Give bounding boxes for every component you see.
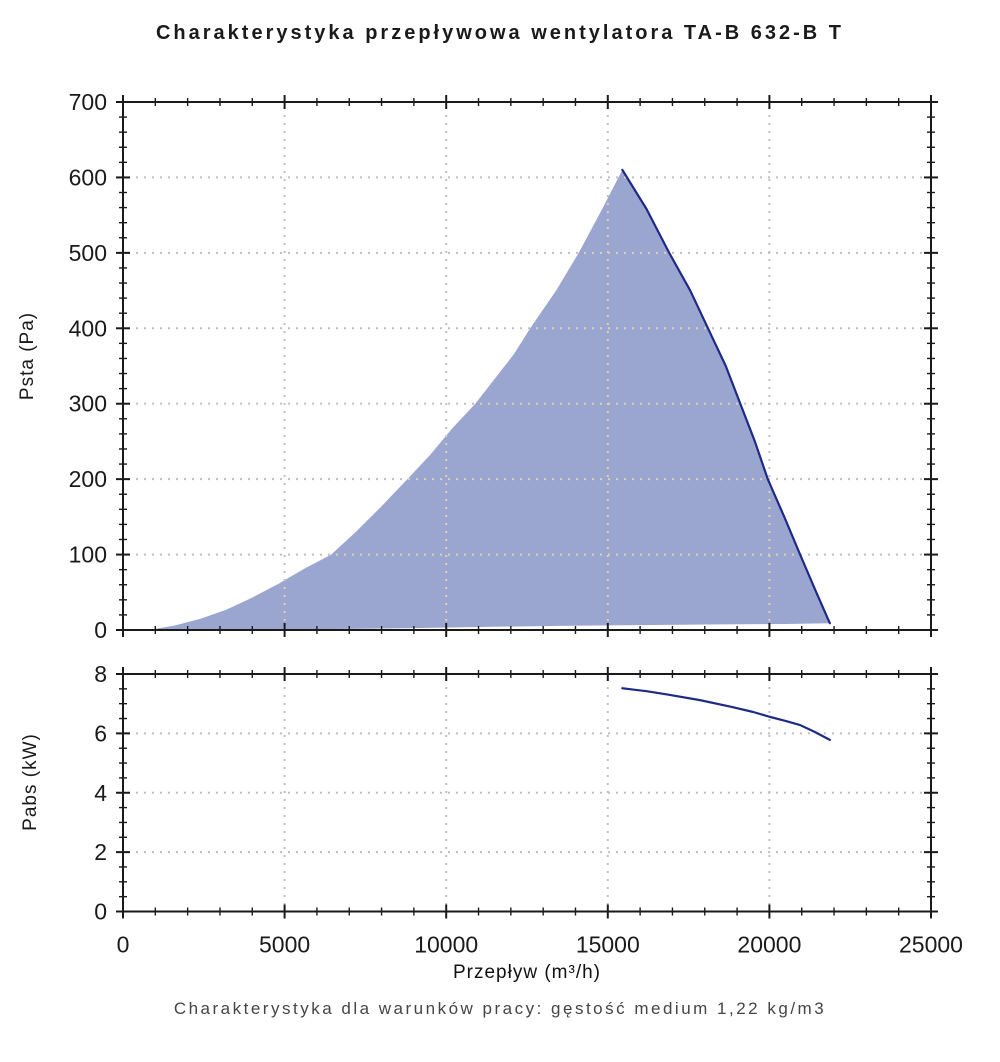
operating-conditions-note: Charakterystyka dla warunków pracy: gęst…	[173, 999, 827, 1018]
x-tick-label: 5000	[259, 932, 310, 958]
y-tick-label: 500	[69, 240, 107, 266]
grid	[123, 102, 931, 630]
y-tick-label: 700	[69, 89, 107, 115]
y-tick-label: 0	[94, 899, 107, 925]
x-tick-label: 10000	[414, 932, 478, 958]
operating-area-envelope	[148, 169, 830, 630]
y-tick-label: 4	[94, 780, 107, 806]
tick-labels: 0 2 4 6 8 0 5000 10000 15000 20000 25000	[94, 661, 963, 958]
y-tick-label: 400	[69, 315, 107, 341]
y-tick-label: 8	[94, 661, 107, 687]
y-tick-label: 100	[69, 542, 107, 568]
y-tick-label: 600	[69, 164, 107, 190]
y-tick-label: 200	[69, 466, 107, 492]
absorbed-power-curve	[621, 687, 831, 742]
grid	[123, 674, 931, 912]
psta-chart: 0 100 200 300 400 500 600 700	[69, 89, 938, 643]
plot-frame	[122, 101, 932, 631]
ticks	[116, 667, 938, 919]
pabs-axis-label: Pabs (kW)	[20, 733, 41, 831]
flow-axis-label: Przepływ (m³/h)	[452, 962, 601, 983]
x-tick-label: 15000	[576, 932, 640, 958]
tick-labels: 0 100 200 300 400 500 600 700	[69, 89, 107, 643]
y-tick-label: 0	[94, 617, 107, 643]
x-tick-label: 0	[117, 932, 130, 958]
x-tick-label: 25000	[899, 932, 963, 958]
psta-axis-label: Psta (Pa)	[17, 311, 38, 401]
fan-curve-max-speed	[621, 168, 831, 625]
y-tick-label: 300	[69, 391, 107, 417]
x-tick-label: 20000	[737, 932, 801, 958]
y-tick-label: 6	[94, 720, 107, 746]
pabs-chart: 0 2 4 6 8 0 5000 10000 15000 20000 25000	[94, 661, 963, 958]
ticks	[116, 95, 938, 637]
figure-title: Charakterystyka przepływowa wentylatora …	[155, 22, 845, 44]
y-tick-label: 2	[94, 839, 107, 865]
